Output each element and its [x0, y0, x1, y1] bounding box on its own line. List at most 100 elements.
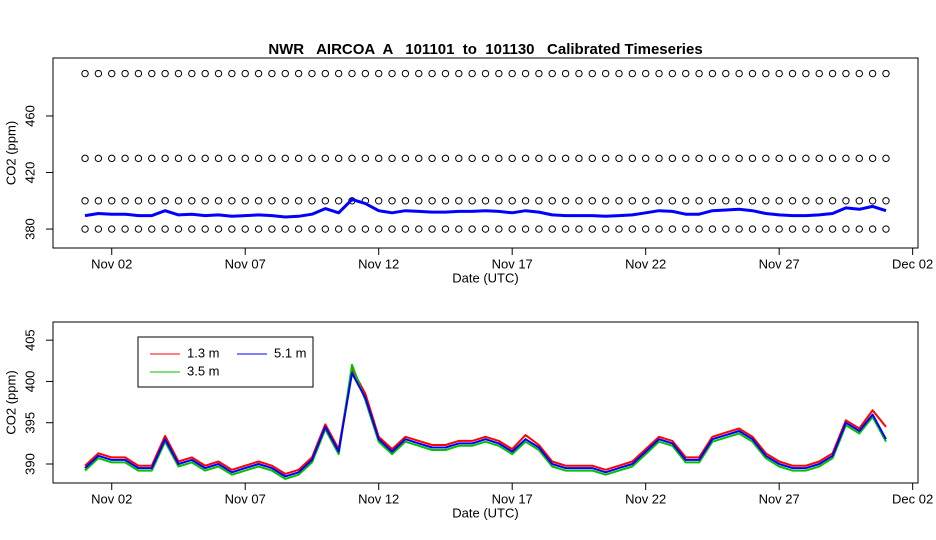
data-point	[628, 69, 637, 78]
data-point	[161, 225, 169, 233]
data-point	[495, 197, 503, 205]
data-point	[882, 197, 890, 205]
data-point	[228, 154, 236, 163]
data-point	[655, 225, 663, 233]
data-point	[294, 154, 303, 163]
data-point	[281, 225, 289, 233]
data-point	[348, 69, 356, 78]
data-point	[134, 69, 143, 78]
data-point	[108, 225, 116, 233]
data-point	[401, 225, 410, 233]
legend: 1.3 m 3.5 m 5.1 m	[137, 336, 314, 388]
data-point	[375, 154, 383, 163]
data-point	[668, 69, 677, 78]
data-point	[548, 197, 556, 205]
data-point	[788, 225, 797, 233]
data-point	[868, 197, 877, 205]
data-point	[308, 69, 316, 78]
data-point	[228, 69, 236, 78]
data-point	[268, 197, 276, 205]
data-point	[521, 69, 530, 78]
x-tick-label: Nov 02	[91, 491, 132, 506]
data-point	[708, 197, 717, 205]
data-point	[588, 154, 596, 163]
data-point	[294, 197, 303, 205]
data-point	[361, 154, 370, 163]
data-point	[521, 154, 530, 163]
data-point	[775, 154, 783, 163]
data-point	[615, 69, 623, 78]
x-tick-label: Nov 02	[91, 256, 132, 271]
data-point	[668, 154, 677, 163]
data-point	[148, 69, 156, 78]
data-point	[241, 154, 249, 163]
y-axis-label: CO2 (ppm)	[3, 370, 18, 434]
data-point	[308, 154, 316, 163]
x-tick-label: Nov 22	[625, 256, 666, 271]
data-point	[748, 154, 757, 163]
x-tick-label: Nov 27	[759, 256, 800, 271]
data-point	[214, 225, 223, 233]
data-point	[241, 197, 249, 205]
data-point	[561, 197, 570, 205]
data-point	[121, 69, 129, 78]
data-point	[655, 154, 663, 163]
data-point	[708, 154, 717, 163]
data-point	[735, 154, 743, 163]
x-tick-label: Nov 27	[759, 491, 800, 506]
data-point	[508, 154, 516, 163]
data-point	[842, 225, 850, 233]
data-point	[201, 197, 209, 205]
x-tick-label: Nov 12	[358, 491, 399, 506]
data-point	[815, 225, 823, 233]
data-point	[615, 197, 623, 205]
data-point	[695, 197, 703, 205]
y-tick-label: 405	[22, 329, 37, 351]
data-point	[241, 225, 249, 233]
data-point	[655, 197, 663, 205]
data-point	[281, 154, 289, 163]
data-point	[188, 154, 196, 163]
data-point	[628, 197, 637, 205]
data-point	[481, 225, 490, 233]
legend-label: 1.3 m	[187, 345, 220, 360]
data-point	[468, 197, 476, 205]
data-point	[641, 154, 650, 163]
data-point	[334, 154, 343, 163]
data-point	[682, 154, 690, 163]
y-axis-label: CO2 (ppm)	[3, 121, 18, 185]
data-point	[561, 154, 570, 163]
x-tick-label: Dec 02	[892, 256, 933, 271]
data-point	[281, 197, 289, 205]
data-point	[521, 197, 530, 205]
data-point	[388, 154, 396, 163]
x-tick-label: Nov 07	[225, 491, 266, 506]
x-tick-label: Dec 02	[892, 491, 933, 506]
data-point	[828, 197, 837, 205]
data-point	[641, 197, 650, 205]
data-point	[388, 225, 396, 233]
data-point	[735, 225, 743, 233]
data-point	[682, 69, 690, 78]
data-point	[161, 197, 169, 205]
data-point	[535, 69, 543, 78]
data-point	[188, 197, 196, 205]
series-line	[84, 363, 887, 480]
data-point	[174, 69, 183, 78]
data-point	[455, 69, 463, 78]
y-tick-label: 400	[22, 371, 37, 393]
data-point	[855, 197, 863, 205]
data-point	[308, 197, 316, 205]
data-point	[201, 69, 209, 78]
data-point	[535, 154, 543, 163]
data-point	[868, 225, 877, 233]
data-point	[735, 69, 743, 78]
data-point	[375, 197, 383, 205]
data-point	[375, 69, 383, 78]
data-point	[174, 154, 183, 163]
data-point	[775, 197, 783, 205]
data-point	[788, 154, 797, 163]
y-tick-label: 420	[22, 162, 37, 184]
data-point	[748, 69, 757, 78]
x-tick-label: Nov 17	[492, 491, 533, 506]
